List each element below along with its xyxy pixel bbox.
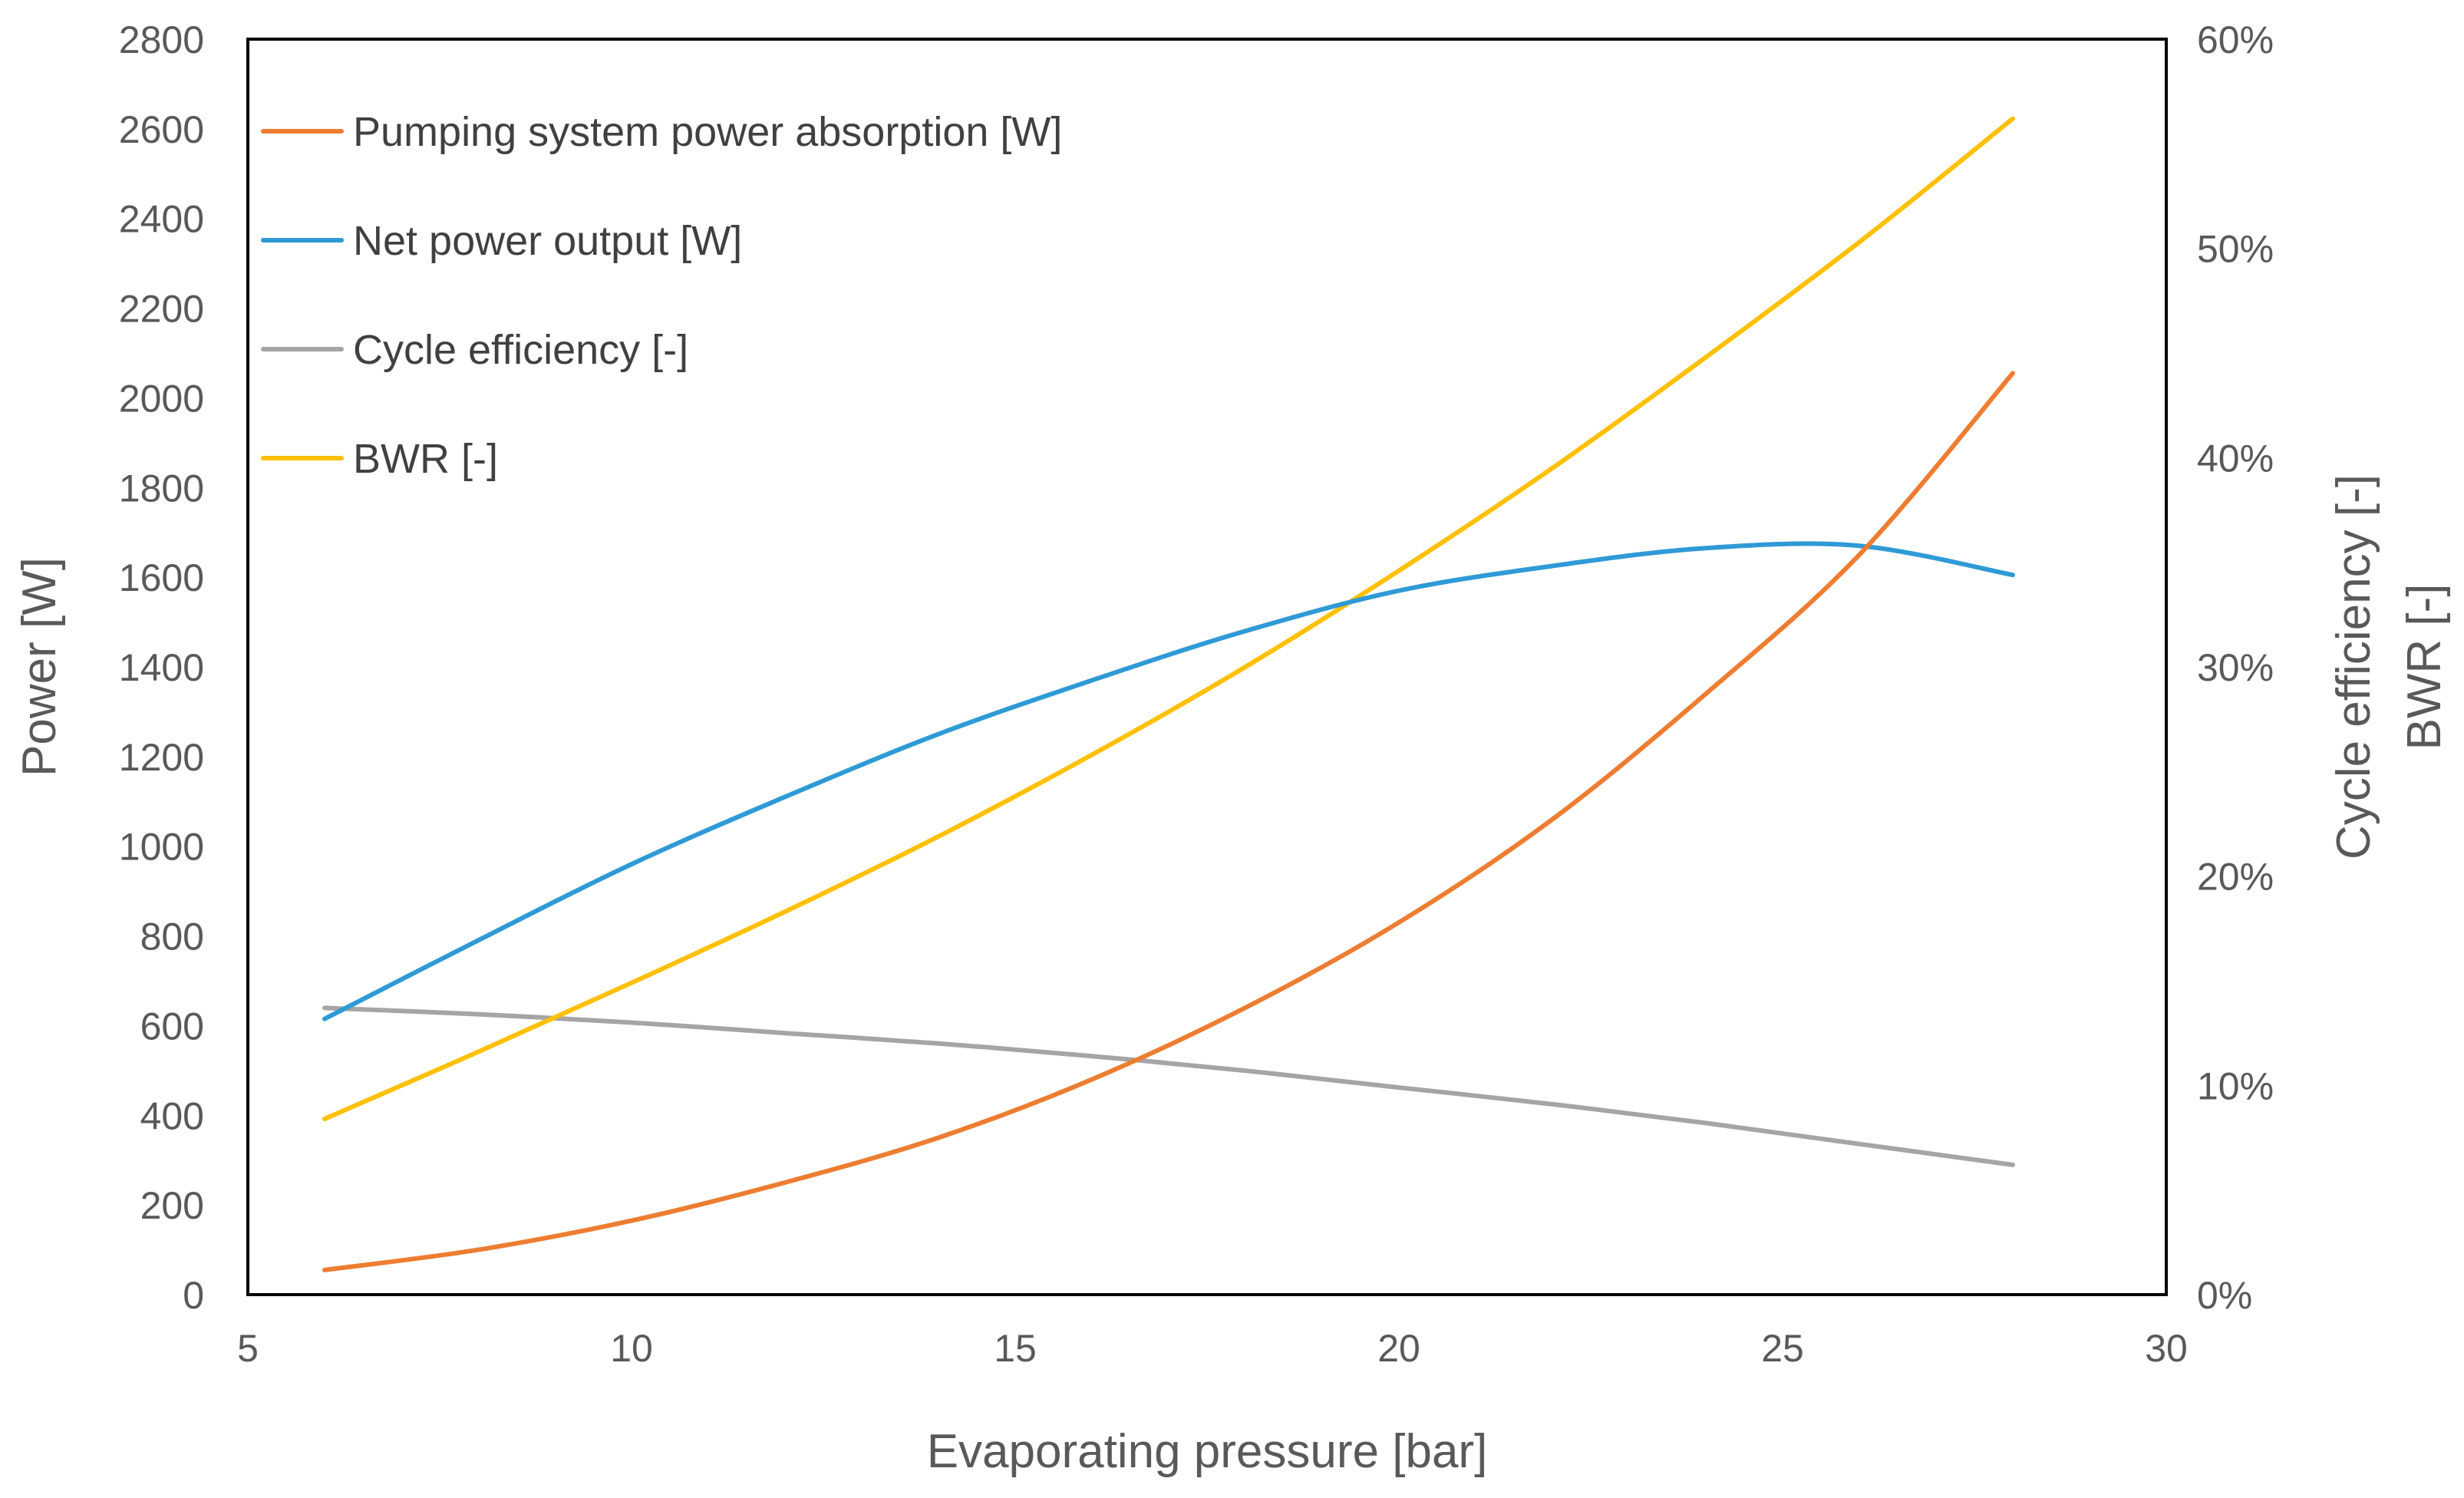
y-left-tick-label: 2200 bbox=[119, 288, 204, 331]
series-lines bbox=[322, 116, 2015, 1272]
legend-label: Net power output [W] bbox=[353, 218, 742, 264]
x-axis-ticks: 5 10 15 20 25 30 bbox=[237, 1327, 2188, 1370]
y-left-axis-ticks: 0 200 400 600 800 1000 1200 1400 1600 1800 2000 220… bbox=[119, 18, 204, 1317]
y-right-axis-title-2: BWR [-] bbox=[2398, 584, 2451, 751]
y-left-tick-label: 2600 bbox=[119, 108, 204, 151]
y-left-tick-label: 1400 bbox=[119, 646, 204, 689]
y-left-tick-label: 2000 bbox=[119, 377, 204, 420]
series-line-pumping-system-power-absorption-w bbox=[322, 371, 2015, 1272]
y-right-tick-label: 20% bbox=[2197, 856, 2274, 899]
y-left-tick-label: 1200 bbox=[119, 736, 204, 779]
y-left-tick-label: 200 bbox=[140, 1184, 204, 1227]
x-tick-label: 20 bbox=[1377, 1327, 1420, 1370]
x-tick-label: 5 bbox=[237, 1327, 259, 1370]
legend-label: Cycle efficiency [-] bbox=[353, 327, 688, 373]
y-left-tick-label: 2400 bbox=[119, 198, 204, 241]
y-right-tick-label: 60% bbox=[2197, 18, 2274, 61]
x-tick-label: 30 bbox=[2145, 1327, 2188, 1370]
y-left-tick-label: 600 bbox=[140, 1005, 204, 1048]
x-tick-label: 10 bbox=[610, 1327, 653, 1370]
y-left-tick-label: 2800 bbox=[119, 18, 204, 61]
y-right-tick-label: 30% bbox=[2197, 646, 2274, 689]
x-axis-title: Evaporating pressure [bar] bbox=[927, 1425, 1488, 1478]
y-right-tick-label: 50% bbox=[2197, 228, 2274, 271]
legend-label: Pumping system power absorption [W] bbox=[353, 109, 1062, 155]
y-left-tick-label: 0 bbox=[183, 1274, 204, 1317]
x-tick-label: 25 bbox=[1761, 1327, 1804, 1370]
y-left-tick-label: 1600 bbox=[119, 556, 204, 599]
y-right-axis-ticks: 0% 10% 20% 30% 40% 50% 60% bbox=[2197, 18, 2274, 1317]
y-left-tick-label: 1000 bbox=[119, 826, 204, 869]
series-line-net-power-output-w bbox=[322, 541, 2015, 1021]
plot-area bbox=[246, 38, 2168, 1296]
legend-label: BWR [-] bbox=[353, 436, 498, 482]
y-right-axis-title-1: Cycle efficiency [-] bbox=[2327, 474, 2380, 860]
x-tick-label: 15 bbox=[994, 1327, 1037, 1370]
y-right-tick-label: 40% bbox=[2197, 437, 2274, 480]
series-line-bwr bbox=[322, 116, 2015, 1121]
y-left-axis-title: Power [W] bbox=[13, 557, 66, 777]
y-left-tick-label: 400 bbox=[140, 1094, 204, 1137]
y-right-tick-label: 0% bbox=[2197, 1274, 2252, 1317]
y-right-tick-label: 10% bbox=[2197, 1064, 2274, 1107]
series-line-cycle-efficiency bbox=[322, 1005, 2015, 1167]
y-left-tick-label: 800 bbox=[140, 916, 204, 959]
legend: Pumping system power absorption [W] Net p… bbox=[261, 109, 1062, 482]
y-left-tick-label: 1800 bbox=[119, 467, 204, 510]
